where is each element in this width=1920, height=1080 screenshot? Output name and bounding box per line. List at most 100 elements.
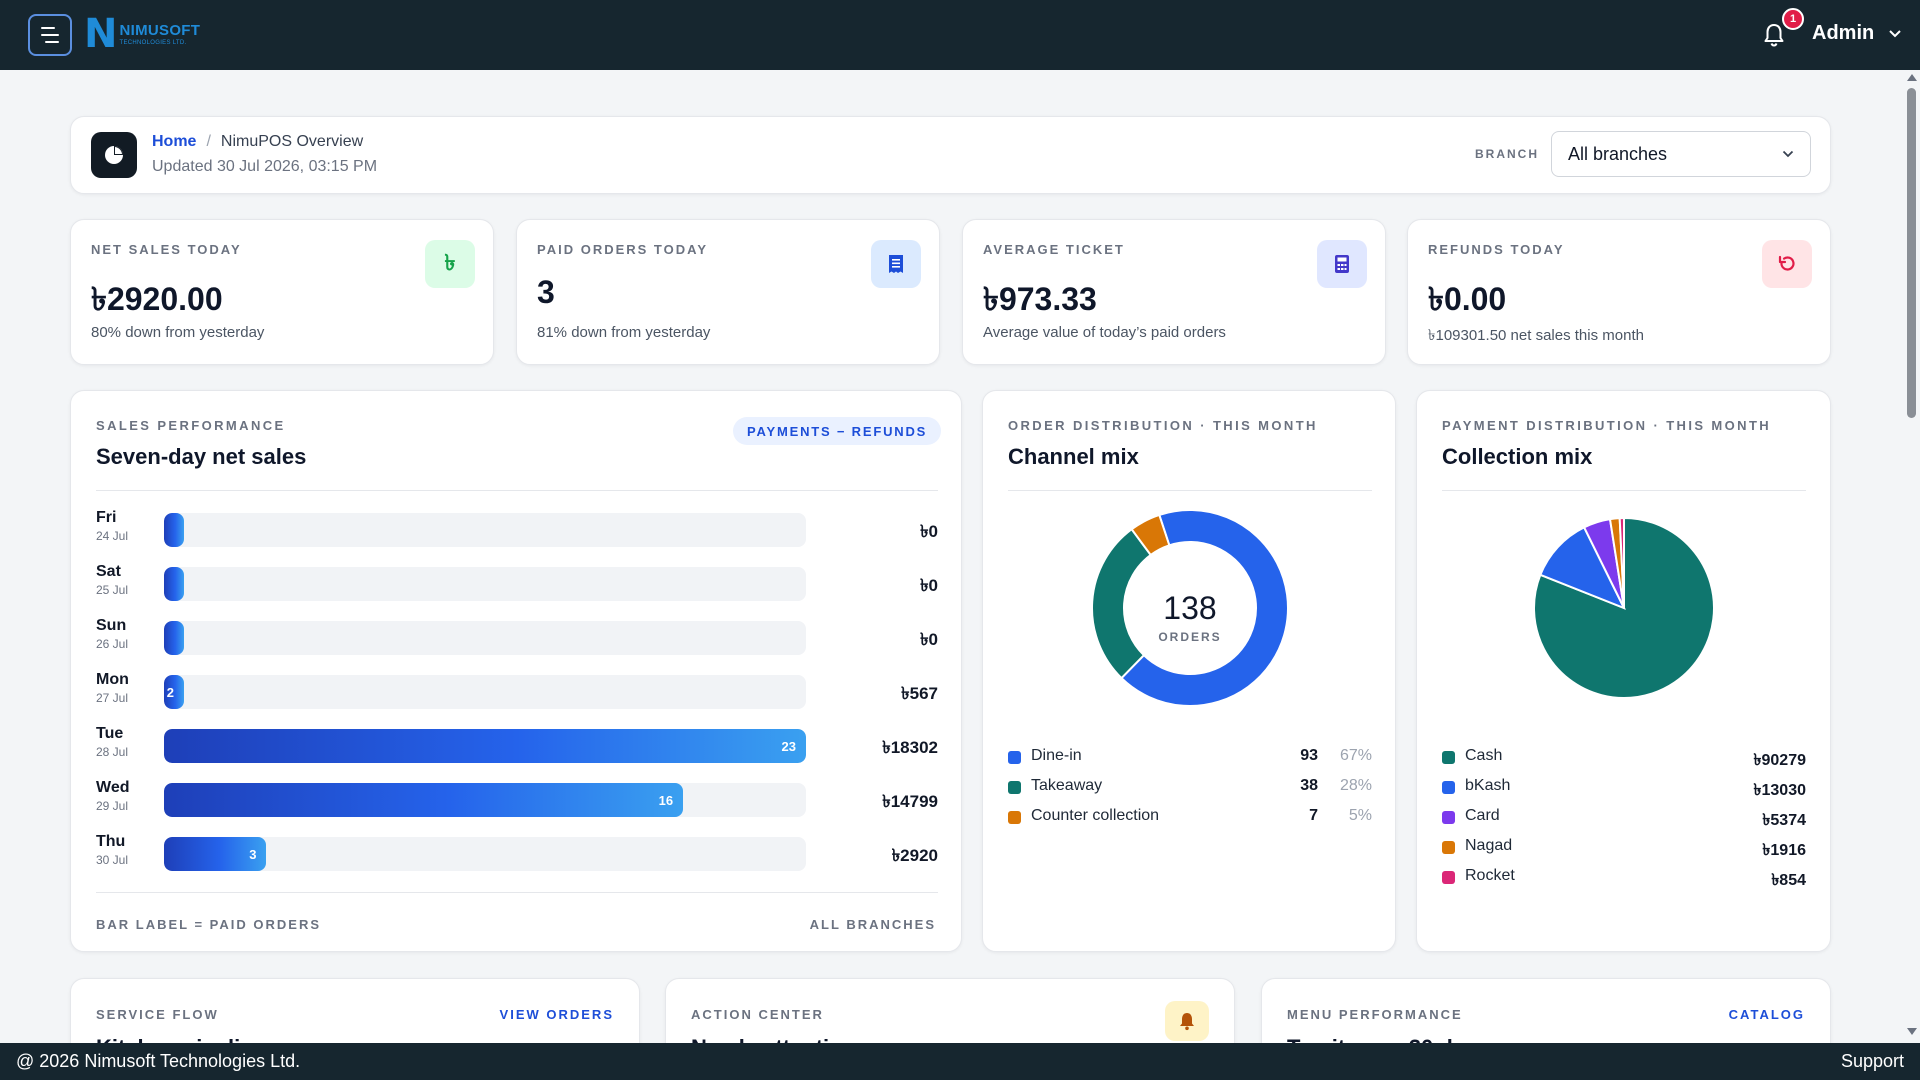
section-label: SALES PERFORMANCE bbox=[96, 418, 286, 433]
legend-count: 38 bbox=[1300, 777, 1318, 794]
bar-track bbox=[164, 567, 806, 601]
legend-name: Dine-in bbox=[1031, 747, 1082, 764]
breadcrumb: Home / NimuPOS Overview bbox=[152, 133, 363, 151]
legend-row-rocket: Rocket ৳854 bbox=[1442, 864, 1806, 894]
legend-name: Card bbox=[1465, 807, 1500, 824]
scrollbar-thumb[interactable] bbox=[1907, 88, 1916, 418]
service-flow-card: SERVICE FLOW VIEW ORDERS Kitchen pipelin… bbox=[70, 978, 640, 1043]
donut-slice-takeaway[interactable] bbox=[1091, 527, 1153, 680]
calculator-icon bbox=[1317, 240, 1367, 288]
section-label: SERVICE FLOW bbox=[96, 1007, 219, 1022]
bar[interactable] bbox=[164, 513, 184, 547]
channel-mix-card: ORDER DISTRIBUTION · THIS MONTH Channel … bbox=[982, 390, 1396, 952]
bar-track: 16 bbox=[164, 783, 806, 817]
legend-name: Takeaway bbox=[1031, 777, 1103, 794]
pie-slice-bkash[interactable] bbox=[1539, 525, 1627, 610]
legend-row-card: Card ৳5374 bbox=[1442, 804, 1806, 834]
user-menu[interactable]: Admin bbox=[1812, 22, 1902, 45]
breadcrumb-home-link[interactable]: Home bbox=[152, 133, 197, 150]
receipt-icon bbox=[871, 240, 921, 288]
last-updated-text: Updated 30 Jul 2026, 03:15 PM bbox=[152, 158, 378, 175]
legend-percent: 5% bbox=[1348, 807, 1372, 824]
legend-swatch bbox=[1008, 751, 1021, 764]
legend-swatch bbox=[1442, 841, 1455, 854]
legend-count: 93 bbox=[1300, 747, 1318, 764]
legend-swatch bbox=[1008, 781, 1021, 794]
kpi-card-average-ticket: AVERAGE TICKET ৳973.33 Average value of … bbox=[962, 219, 1386, 365]
section-label: ORDER DISTRIBUTION · THIS MONTH bbox=[1008, 418, 1318, 433]
legend-name: Cash bbox=[1465, 747, 1503, 764]
bell-icon bbox=[1165, 1001, 1209, 1041]
kpi-subtext: 80% down from yesterday bbox=[91, 324, 265, 341]
bar-date-label: 24 Jul bbox=[96, 529, 129, 543]
bar-day-label: Tue bbox=[96, 725, 124, 742]
section-label: ACTION CENTER bbox=[691, 1007, 824, 1022]
scroll-down-icon[interactable] bbox=[1907, 1028, 1917, 1035]
bar-date-label: 27 Jul bbox=[96, 691, 129, 705]
chart-scope: ALL BRANCHES bbox=[809, 917, 936, 932]
footer: @ 2026 Nimusoft Technologies Ltd. Suppor… bbox=[0, 1043, 1920, 1080]
notifications-button[interactable] bbox=[1762, 22, 1788, 48]
copyright-text: @ 2026 Nimusoft Technologies Ltd. bbox=[16, 1051, 301, 1071]
section-title: Channel mix bbox=[1008, 444, 1139, 469]
bar-track bbox=[164, 621, 806, 655]
donut-slice-dine-in[interactable] bbox=[1120, 509, 1289, 707]
legend-amount: ৳5374 bbox=[1762, 812, 1806, 829]
bar-orders-label: 16 bbox=[658, 792, 674, 808]
top-bar: N NIMUSOFT TECHNOLOGIES LTD. 1 Admin bbox=[0, 0, 1920, 70]
branch-select[interactable]: All branches bbox=[1551, 131, 1811, 177]
scroll-up-icon[interactable] bbox=[1907, 74, 1917, 81]
channel-legend: Dine-in 93 67% Takeaway 38 28% Counter c… bbox=[1008, 744, 1372, 834]
bar-track: 23 bbox=[164, 729, 806, 763]
donut-slice-counter-collection[interactable] bbox=[1130, 513, 1171, 557]
bar-row-fri: Fri 24 Jul ৳0 bbox=[96, 509, 938, 547]
bar-track: 2 bbox=[164, 675, 806, 709]
kpi-subtext: Average value of today’s paid orders bbox=[983, 324, 1226, 341]
bar[interactable]: 3 bbox=[164, 837, 267, 871]
branch-select-value: All branches bbox=[1568, 143, 1668, 164]
bar[interactable]: 16 bbox=[164, 783, 684, 817]
page-header: Home / NimuPOS Overview Updated 30 Jul 2… bbox=[70, 116, 1831, 194]
legend-swatch bbox=[1442, 751, 1455, 764]
bar-date-label: 29 Jul bbox=[96, 799, 129, 813]
legend-row-nagad: Nagad ৳1916 bbox=[1442, 834, 1806, 864]
bar[interactable] bbox=[164, 621, 184, 655]
menu-toggle-button[interactable] bbox=[28, 14, 72, 56]
legend-row-bkash: bKash ৳13030 bbox=[1442, 774, 1806, 804]
sales-performance-card: SALES PERFORMANCE Seven-day net sales PA… bbox=[70, 390, 962, 952]
bar[interactable] bbox=[164, 567, 184, 601]
legend-name: bKash bbox=[1465, 777, 1511, 794]
kpi-value: ৳2920.00 bbox=[91, 281, 223, 317]
chart-footnote: BAR LABEL = PAID ORDERS bbox=[96, 917, 322, 932]
pie-slice-rocket[interactable] bbox=[1618, 516, 1625, 609]
legend-row-dine-in: Dine-in 93 67% bbox=[1008, 744, 1372, 774]
menu-icon bbox=[41, 27, 55, 29]
legend-name: Rocket bbox=[1465, 867, 1515, 884]
bar-row-wed: Wed 29 Jul 16 ৳14799 bbox=[96, 779, 938, 817]
bar[interactable]: 2 bbox=[164, 675, 184, 709]
bar-date-label: 26 Jul bbox=[96, 637, 129, 651]
bar-value-label: ৳14799 bbox=[882, 792, 938, 811]
kpi-label: AVERAGE TICKET bbox=[983, 242, 1125, 257]
taka-icon: ৳ bbox=[425, 240, 475, 288]
legend-swatch bbox=[1442, 781, 1455, 794]
section-title: Seven-day net sales bbox=[96, 444, 307, 469]
legend-row-cash: Cash ৳90279 bbox=[1442, 744, 1806, 774]
view-orders-link[interactable]: VIEW ORDERS bbox=[499, 1007, 614, 1022]
chevron-down-icon bbox=[1889, 29, 1901, 37]
pie-chart-icon bbox=[91, 132, 137, 178]
legend-swatch bbox=[1442, 871, 1455, 884]
catalog-link[interactable]: CATALOG bbox=[1728, 1007, 1805, 1022]
bar-row-mon: Mon 27 Jul 2 ৳567 bbox=[96, 671, 938, 709]
bar-value-label: ৳567 bbox=[901, 684, 938, 703]
kpi-subtext: 81% down from yesterday bbox=[537, 324, 711, 341]
legend-amount: ৳854 bbox=[1771, 872, 1806, 889]
bar[interactable]: 23 bbox=[164, 729, 806, 763]
section-label: MENU PERFORMANCE bbox=[1287, 1007, 1463, 1022]
logo-subtitle: TECHNOLOGIES LTD. bbox=[119, 39, 187, 46]
support-link[interactable]: Support bbox=[1840, 1051, 1904, 1071]
page-scrollbar[interactable] bbox=[1902, 70, 1920, 1043]
logo[interactable]: N NIMUSOFT TECHNOLOGIES LTD. bbox=[84, 14, 200, 54]
legend-amount: ৳90279 bbox=[1753, 752, 1806, 769]
legend-count: 7 bbox=[1309, 807, 1318, 824]
